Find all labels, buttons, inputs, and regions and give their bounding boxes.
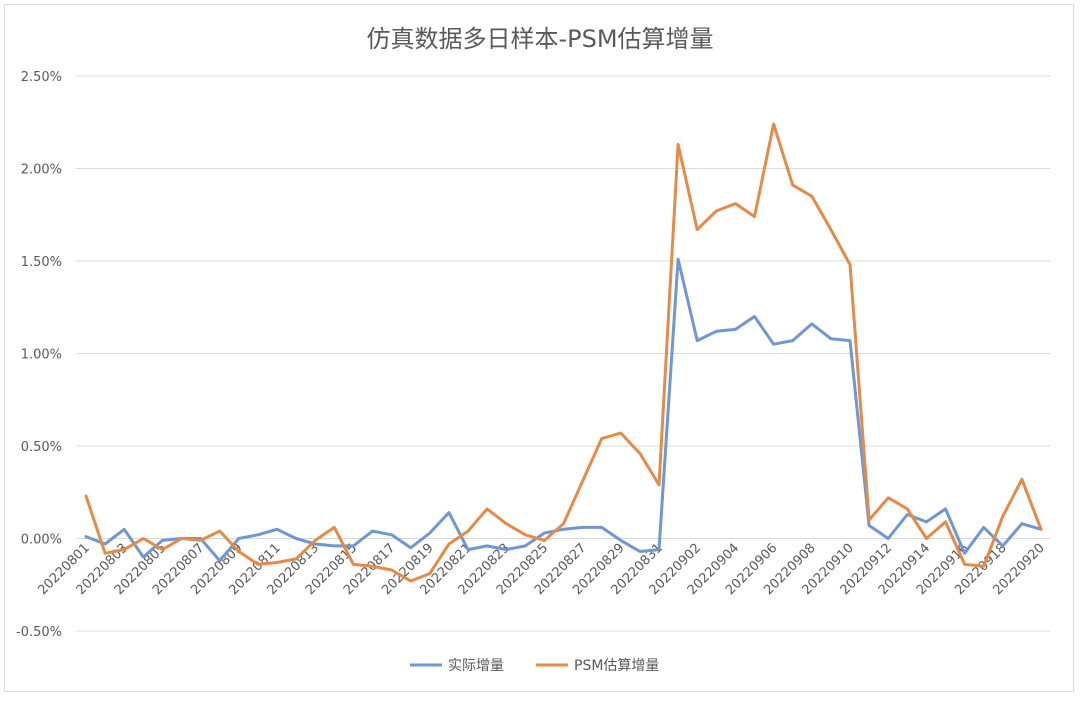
legend: 实际增量 PSM估算增量 bbox=[410, 658, 659, 674]
y-axis: 2.50% 2.00% 1.50% 1.00% 0.50% 0.00% -0.50% bbox=[16, 70, 62, 640]
chart-title: 仿真数据多日样本-PSM估算增量 bbox=[366, 25, 713, 53]
series-line-psm bbox=[84, 122, 1043, 583]
legend-label: 实际增量 bbox=[448, 658, 504, 674]
y-tick-label: 2.00% bbox=[21, 163, 62, 178]
y-tick-label: -0.50% bbox=[16, 625, 62, 640]
y-tick-label: 1.50% bbox=[21, 255, 62, 270]
y-tick-label: 1.00% bbox=[21, 348, 62, 363]
grid-lines bbox=[76, 75, 1050, 632]
y-tick-label: 0.00% bbox=[21, 533, 62, 548]
y-tick-label: 2.50% bbox=[21, 70, 62, 85]
series-line-actual bbox=[84, 257, 1043, 563]
chart-frame bbox=[4, 4, 1074, 692]
legend-label: PSM估算增量 bbox=[574, 658, 659, 674]
series-lines bbox=[84, 122, 1043, 583]
y-tick-label: 0.50% bbox=[21, 440, 62, 455]
x-axis: 2022080120220803202208052022080720220809… bbox=[35, 541, 1047, 598]
